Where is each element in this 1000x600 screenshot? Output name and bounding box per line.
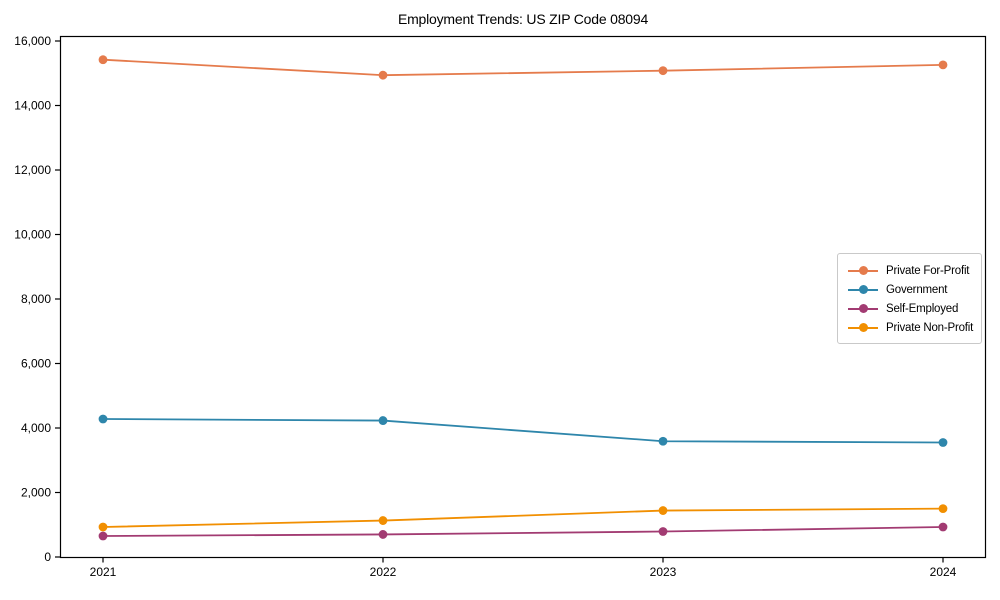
- series-marker: [938, 522, 948, 532]
- legend-label: Self-Employed: [886, 302, 959, 315]
- series-marker: [938, 504, 948, 514]
- series-marker: [98, 414, 108, 424]
- legend-label: Private For-Profit: [886, 264, 970, 277]
- y-tick-label: 6,000: [21, 357, 51, 371]
- legend-item: Private Non-Profit: [848, 318, 973, 337]
- series-marker: [98, 531, 108, 541]
- x-tick-label: 2023: [650, 565, 677, 579]
- series-marker: [938, 438, 948, 447]
- chart-title: Employment Trends: US ZIP Code 08094: [397, 11, 649, 27]
- legend-marker-icon: [848, 285, 878, 295]
- series-marker: [658, 506, 668, 515]
- series-marker: [378, 70, 388, 80]
- y-tick-label: 8,000: [21, 292, 51, 306]
- legend-marker-icon: [848, 266, 878, 276]
- series-line: [102, 507, 944, 528]
- series-marker: [378, 516, 388, 525]
- series-marker: [658, 436, 668, 446]
- series-marker: [98, 522, 108, 532]
- y-tick-label: 10,000: [14, 228, 51, 242]
- legend-marker-icon: [848, 323, 878, 333]
- legend-marker-icon: [848, 304, 878, 314]
- series-marker: [378, 530, 388, 539]
- y-tick-label: 2,000: [21, 486, 51, 500]
- legend-item: Self-Employed: [848, 299, 973, 318]
- y-tick-label: 16,000: [14, 34, 51, 48]
- series-line: [102, 58, 944, 77]
- series-line: [102, 526, 944, 537]
- series-marker: [378, 416, 388, 425]
- chart-legend: Private For-Profit Government Self-Employe…: [837, 253, 982, 344]
- x-tick-label: 2022: [370, 565, 397, 579]
- series-marker: [658, 66, 668, 76]
- y-tick-label: 14,000: [14, 99, 51, 113]
- legend-item: Government: [848, 280, 973, 299]
- series-marker: [658, 527, 668, 536]
- series-marker: [98, 55, 108, 65]
- y-tick-label: 4,000: [21, 421, 51, 435]
- series-line: [102, 418, 944, 444]
- y-tick-label: 12,000: [14, 163, 51, 177]
- axes-frame: [59, 35, 987, 559]
- x-tick-label: 2024: [930, 565, 957, 579]
- legend-label: Government: [886, 283, 948, 296]
- legend-label: Private Non-Profit: [886, 321, 974, 334]
- legend-item: Private For-Profit: [848, 261, 973, 280]
- series-marker: [938, 60, 948, 70]
- y-tick-label: 0: [44, 550, 51, 564]
- x-tick-label: 2021: [90, 565, 117, 579]
